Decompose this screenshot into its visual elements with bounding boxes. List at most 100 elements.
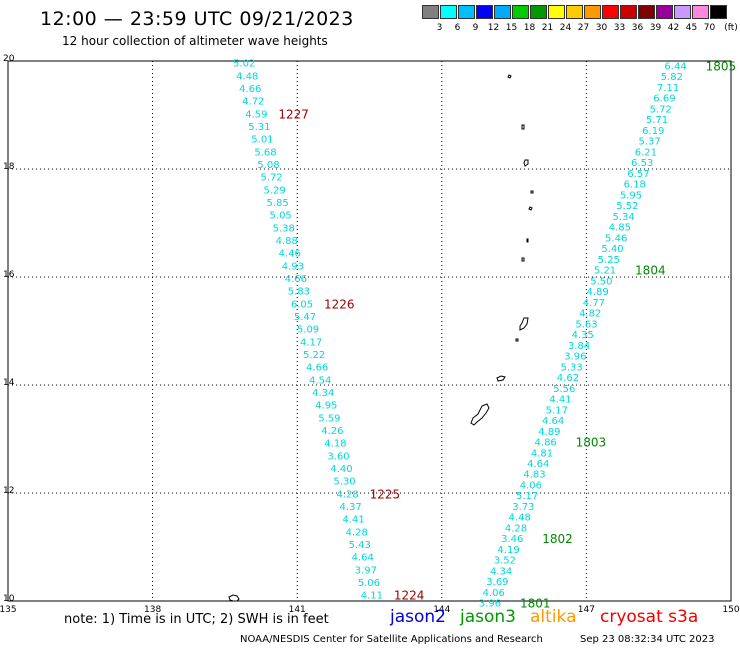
swh-value: 4.88 bbox=[276, 236, 298, 247]
swh-value: 5.30 bbox=[333, 477, 355, 488]
swh-value: 5.37 bbox=[638, 137, 660, 148]
swh-value: 4.40 bbox=[330, 464, 352, 475]
satellite-legend-item: cryosat s3a bbox=[600, 607, 699, 627]
color-scale-label: 21 bbox=[541, 23, 554, 33]
swh-value: 5.82 bbox=[661, 72, 683, 83]
swh-value: 5.02 bbox=[233, 59, 255, 70]
swh-value: 4.41 bbox=[343, 515, 365, 526]
map-frame bbox=[7, 60, 732, 602]
swh-value: 4.82 bbox=[579, 309, 601, 320]
swh-value: 5.85 bbox=[267, 198, 289, 209]
swh-value: 3.96 bbox=[479, 599, 501, 610]
swh-value: 4.18 bbox=[324, 439, 346, 450]
island-outline bbox=[530, 190, 534, 194]
color-swatch bbox=[476, 5, 493, 19]
swh-value: 7.11 bbox=[657, 83, 679, 94]
swh-value: 5.06 bbox=[358, 578, 380, 589]
swh-value: 5.56 bbox=[553, 384, 575, 395]
swh-value: 3.73 bbox=[512, 502, 534, 513]
swh-value: 4.72 bbox=[242, 97, 264, 108]
swh-value: 4.85 bbox=[609, 223, 631, 234]
island-outline bbox=[228, 594, 240, 602]
swh-value: 5.08 bbox=[257, 160, 279, 171]
pass-time-label: 1801 bbox=[520, 597, 551, 611]
swh-value: 4.59 bbox=[245, 109, 267, 120]
color-scale-label: 6 bbox=[454, 23, 461, 33]
color-scale-label: 9 bbox=[472, 23, 479, 33]
swh-value: 4.06 bbox=[483, 588, 505, 599]
swh-value: 6.53 bbox=[631, 158, 653, 169]
color-scale-label: 36 bbox=[631, 23, 644, 33]
swh-value: 6.69 bbox=[653, 94, 675, 105]
swh-value: 5.38 bbox=[273, 223, 295, 234]
swh-value: 4.48 bbox=[509, 513, 531, 524]
longitude-tick-label: 135 bbox=[0, 605, 17, 615]
swh-value: 4.19 bbox=[497, 545, 519, 556]
latitude-tick-label: 12 bbox=[3, 486, 14, 496]
longitude-tick-label: 147 bbox=[578, 605, 595, 615]
swh-value: 5.34 bbox=[612, 212, 634, 223]
swh-value: 4.37 bbox=[339, 502, 361, 513]
color-scale-label: 33 bbox=[613, 23, 626, 33]
swh-value: 5.63 bbox=[575, 319, 597, 330]
color-scale-label: 45 bbox=[685, 23, 698, 33]
island-outline bbox=[526, 238, 529, 243]
swh-value: 4.81 bbox=[531, 448, 553, 459]
swh-value: 4.35 bbox=[572, 330, 594, 341]
swh-value: 5.59 bbox=[318, 413, 340, 424]
color-swatch bbox=[620, 5, 637, 19]
swh-value: 5.47 bbox=[294, 312, 316, 323]
pass-time-label: 1227 bbox=[278, 107, 309, 121]
longitude-tick-label: 138 bbox=[144, 605, 161, 615]
swh-value: 4.89 bbox=[586, 287, 608, 298]
color-scale-unit: (ft) bbox=[724, 23, 738, 33]
swh-value: 5.50 bbox=[590, 276, 612, 287]
longitude-tick-label: 144 bbox=[433, 605, 450, 615]
swh-value: 5.09 bbox=[297, 325, 319, 336]
island-outline bbox=[521, 124, 525, 130]
swh-value: 5.52 bbox=[616, 201, 638, 212]
swh-value: 5.43 bbox=[349, 540, 371, 551]
footnote: note: 1) Time is in UTC; 2) SWH is in fe… bbox=[64, 612, 329, 627]
swh-value: 4.64 bbox=[527, 459, 549, 470]
swh-value: 5.22 bbox=[303, 350, 325, 361]
swh-value: 4.66 bbox=[306, 363, 328, 374]
swh-value: 4.48 bbox=[236, 71, 258, 82]
swh-value: 4.46 bbox=[279, 249, 301, 260]
color-swatch bbox=[512, 5, 529, 19]
island-outline bbox=[515, 338, 519, 342]
swh-value: 5.46 bbox=[605, 233, 627, 244]
swh-value: 4.95 bbox=[315, 401, 337, 412]
swh-value: 4.28 bbox=[336, 489, 358, 500]
cryosat-track: 5.024.48 4.66 4.724.59 5.31 5.015.68 5.08 5.72… bbox=[233, 59, 424, 603]
pass-time-label: 1226 bbox=[324, 297, 355, 311]
swh-value: 5.17 bbox=[516, 491, 538, 502]
color-scale-label: 12 bbox=[487, 23, 500, 33]
swh-value: 6.19 bbox=[642, 126, 664, 137]
island-outline bbox=[470, 403, 490, 426]
color-scale-label: 70 bbox=[703, 23, 716, 33]
swh-value: 4.77 bbox=[583, 298, 605, 309]
longitude-tick-label: 141 bbox=[289, 605, 306, 615]
swh-value: 3.84 bbox=[568, 341, 590, 352]
swh-value: 4.28 bbox=[505, 523, 527, 534]
credit-line: NOAA/NESDIS Center for Satellite Applica… bbox=[240, 634, 543, 645]
color-swatch bbox=[584, 5, 601, 19]
swh-value: 5.95 bbox=[620, 190, 642, 201]
swh-value: 6.57 bbox=[627, 169, 649, 180]
color-scale-label: 15 bbox=[505, 23, 518, 33]
latitude-tick-label: 16 bbox=[3, 270, 15, 280]
swh-value: 3.96 bbox=[564, 352, 586, 363]
swh-value: 3.46 bbox=[501, 534, 523, 545]
swh-value: 4.83 bbox=[523, 470, 545, 481]
color-scale-label: 18 bbox=[523, 23, 536, 33]
swh-value: 4.34 bbox=[312, 388, 334, 399]
latitude-tick-label: 14 bbox=[3, 378, 15, 388]
color-swatch bbox=[566, 5, 583, 19]
island-outline bbox=[496, 375, 506, 382]
swh-value: 5.33 bbox=[561, 362, 583, 373]
swh-value: 5.17 bbox=[546, 405, 568, 416]
jason3-track: 3.964.063.694.343.524.193.464.284.483.73… bbox=[479, 59, 736, 610]
satellite-legend-item: jason2 bbox=[390, 607, 446, 627]
